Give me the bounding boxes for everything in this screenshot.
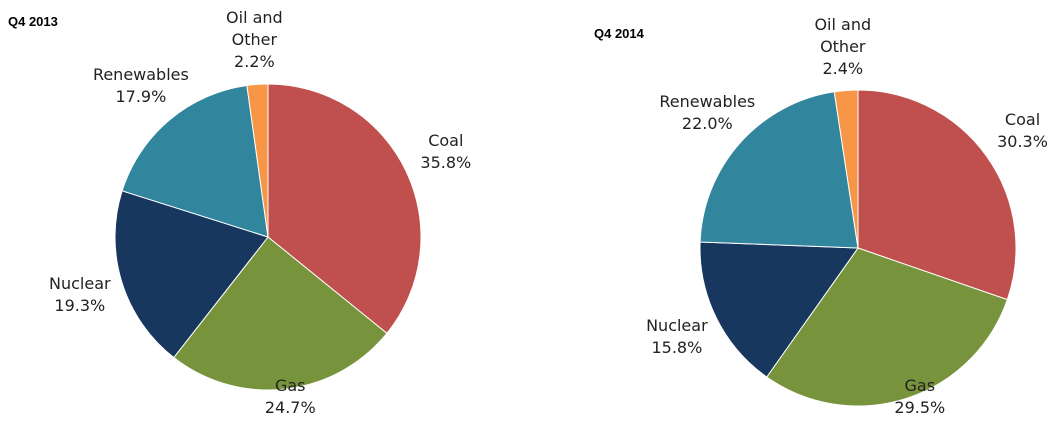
category-label: Coal: [428, 131, 464, 151]
value-label: 29.5%: [894, 398, 946, 417]
category-label: Gas: [274, 376, 306, 395]
slice-label: Nuclear 19.3%: [25, 273, 135, 317]
pie-slice: [833, 89, 859, 249]
value-label: 35.8%: [420, 153, 472, 173]
chart-title: Q4 2014: [594, 26, 644, 41]
category-label: Coal: [1004, 109, 1041, 129]
value-label: 30.3%: [997, 131, 1048, 151]
value-label: 2.4%: [822, 58, 864, 78]
pie-slice: [857, 89, 1017, 301]
value-label: 19.3%: [54, 296, 106, 316]
chart-title: Q4 2013: [8, 14, 58, 29]
category-label: Nuclear: [646, 316, 708, 336]
category-label: Renewables: [92, 65, 189, 85]
category-label: Oil and Other: [814, 14, 872, 56]
category-label: Nuclear: [49, 274, 111, 294]
pie-slice: [699, 241, 859, 378]
slice-label: Gas 24.7%: [235, 375, 345, 419]
slice-label: Renewables 17.9%: [86, 64, 196, 108]
slice-label: Oil and Other 2.4%: [788, 14, 898, 80]
slice-label: Coal 35.8%: [391, 130, 501, 174]
slice-label: Gas 29.5%: [865, 375, 975, 419]
value-label: 17.9%: [115, 87, 167, 107]
slice-label: Nuclear 15.8%: [622, 315, 732, 359]
pie-slice: [173, 236, 388, 391]
category-label: Gas: [904, 376, 936, 395]
value-label: 24.7%: [264, 398, 316, 417]
slice-label: Renewables 22.0%: [652, 91, 762, 135]
slice-label: Coal 30.3%: [968, 109, 1055, 153]
value-label: 15.8%: [651, 338, 703, 358]
slice-label: Oil and Other 2.2%: [199, 7, 309, 73]
pie-slice: [699, 91, 859, 249]
pie-slice: [121, 84, 269, 238]
category-label: Oil and Other: [226, 8, 283, 50]
value-label: 2.2%: [234, 52, 275, 72]
pie-slice: [267, 83, 422, 335]
pie-slice: [766, 247, 1008, 407]
pie-slice: [114, 190, 269, 359]
value-label: 22.0%: [681, 114, 733, 134]
pie-slice: [246, 83, 269, 238]
category-label: Renewables: [659, 92, 756, 112]
